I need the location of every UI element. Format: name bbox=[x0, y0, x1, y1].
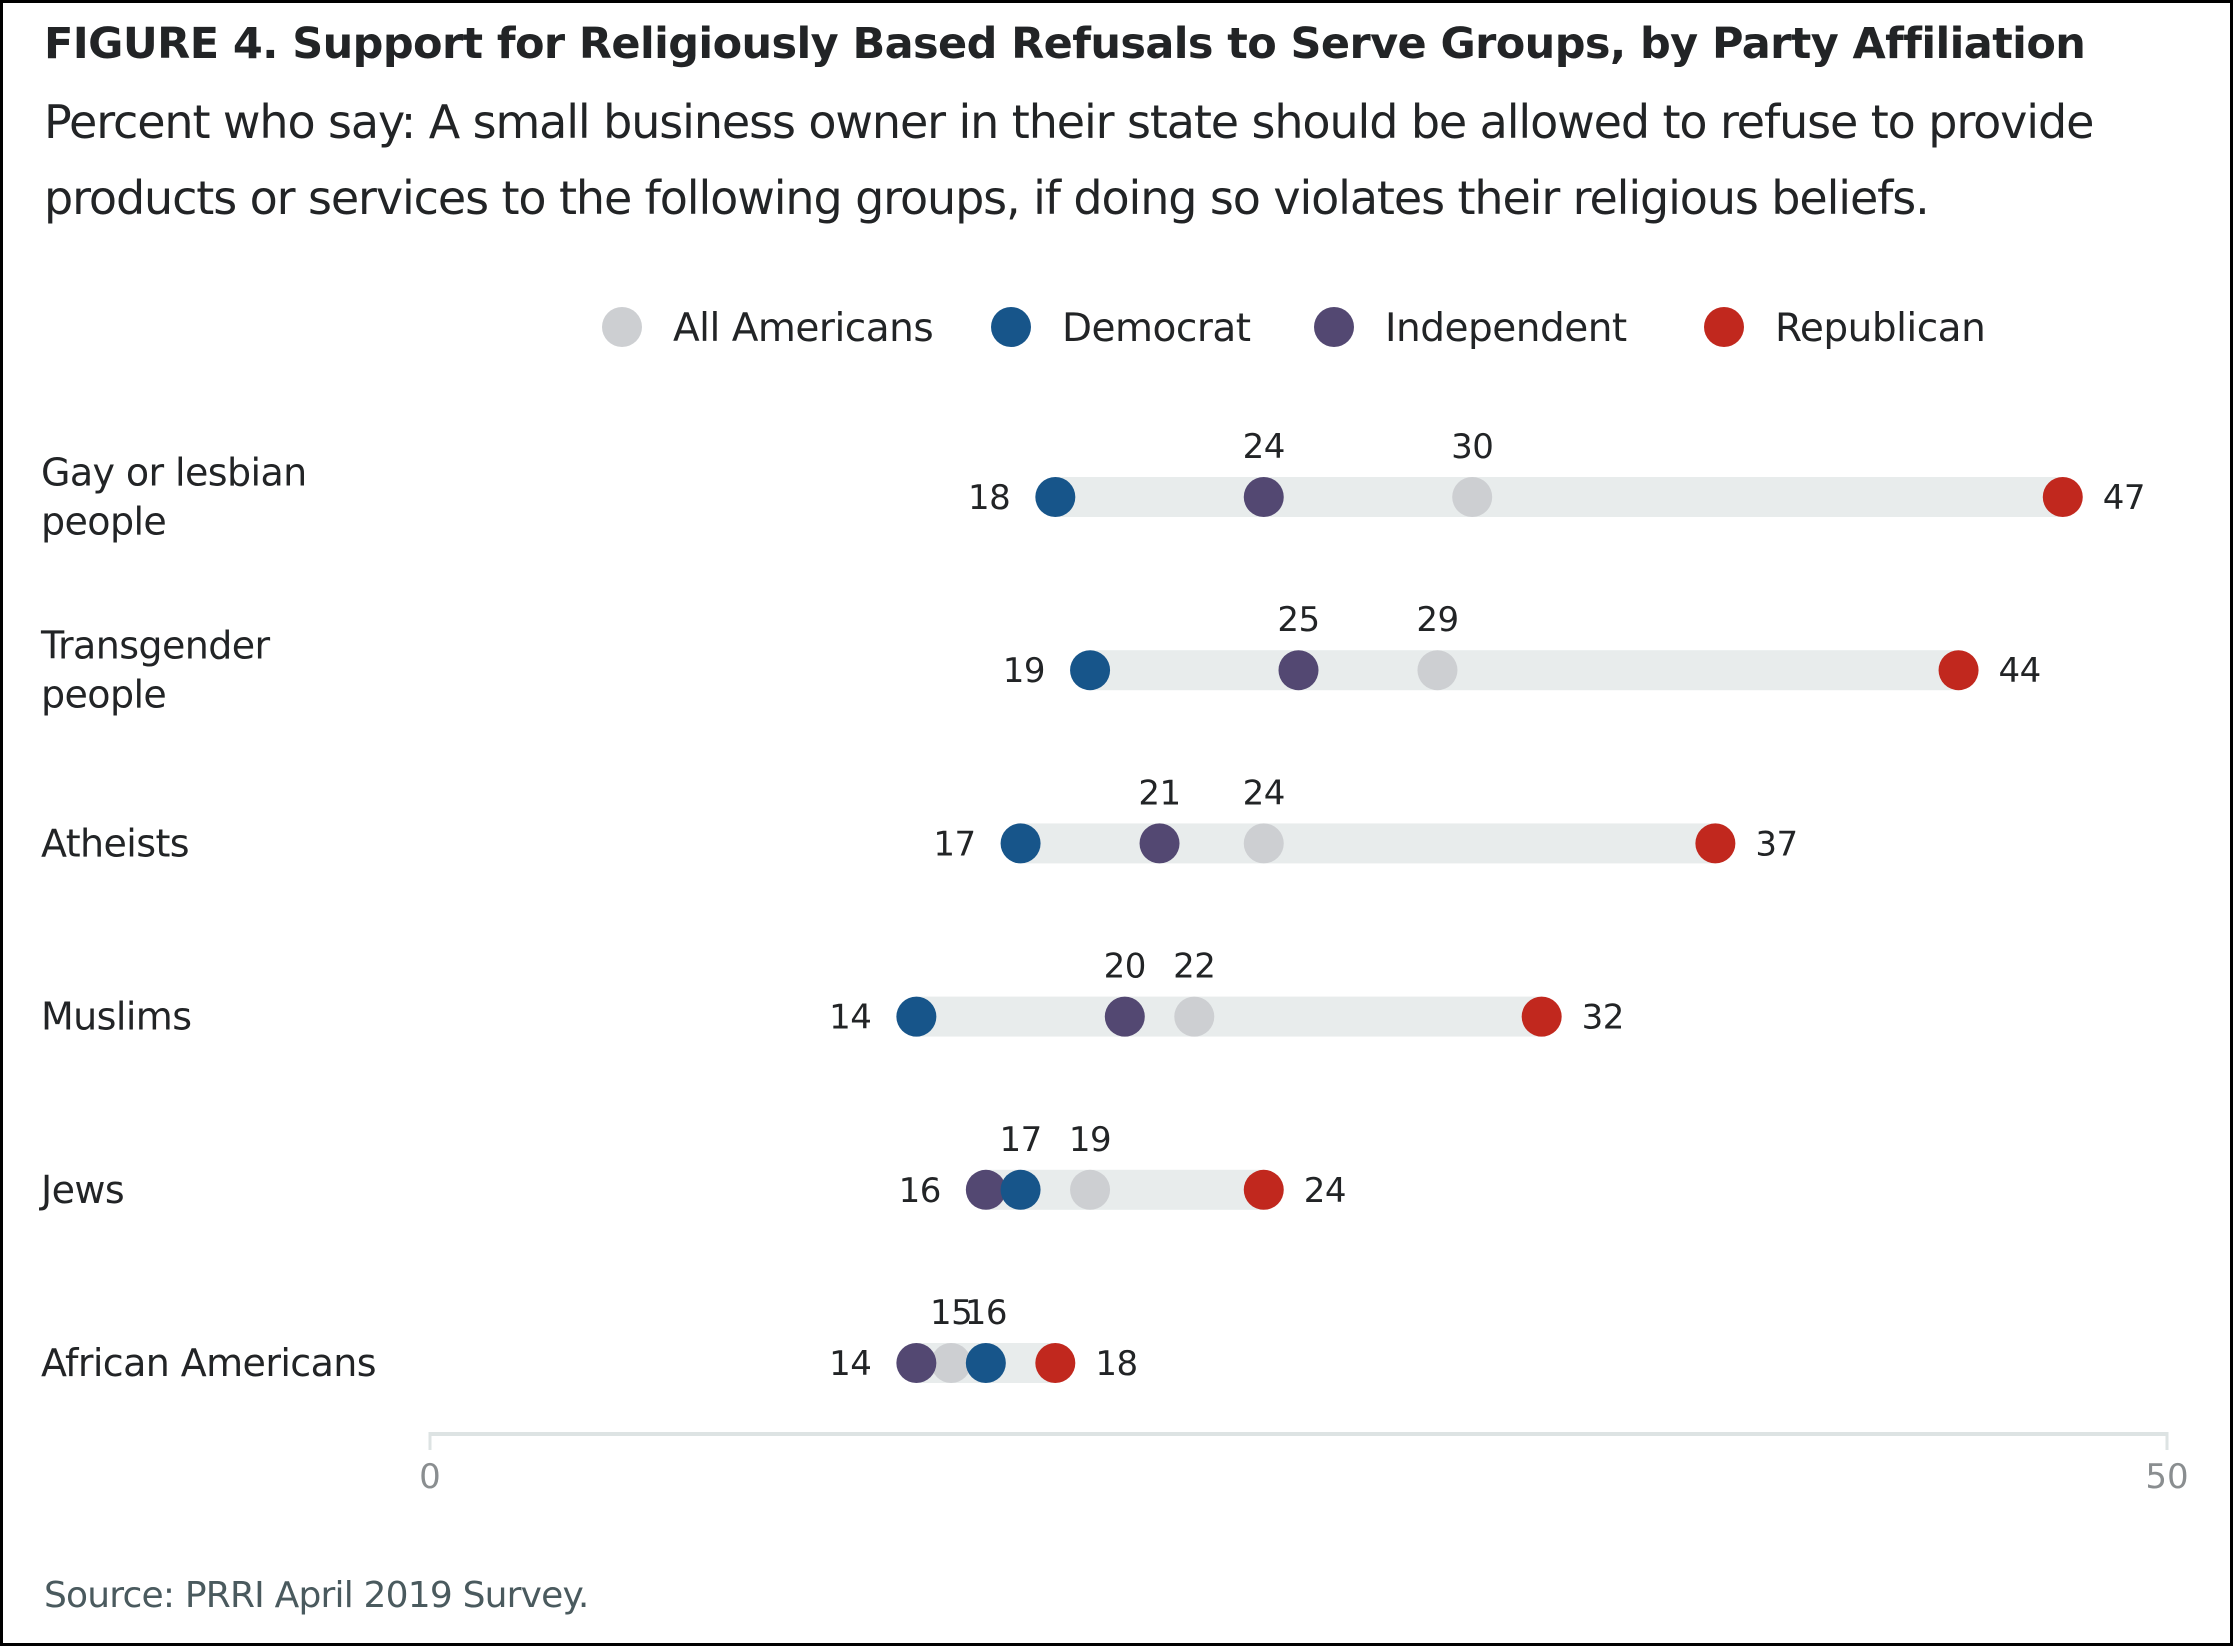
chart-title: FIGURE 4. Support for Religiously Based … bbox=[44, 19, 2086, 69]
dot-rep bbox=[1243, 1169, 1284, 1210]
range-bar bbox=[1090, 650, 1959, 691]
chart-row: Jews 16 17 19 24 bbox=[39, 1120, 1347, 1212]
dot-range-chart: All Americans Democrat Independent Republic… bbox=[39, 306, 2189, 1497]
chart-row: Muslims 14 20 22 32 bbox=[41, 947, 1624, 1039]
source-note: Source: PRRI April 2019 Survey. bbox=[44, 1575, 589, 1616]
value-label-ind: 20 bbox=[1104, 947, 1146, 987]
value-label-ind: 16 bbox=[899, 1171, 941, 1211]
dot-ind bbox=[896, 1343, 937, 1383]
dot-all bbox=[1070, 1169, 1111, 1210]
range-bar bbox=[1055, 477, 2063, 517]
value-label-all: 30 bbox=[1451, 427, 1493, 467]
dot-dem bbox=[1035, 477, 1076, 517]
value-label-all: 15 bbox=[930, 1293, 972, 1333]
dot-ind bbox=[1104, 996, 1145, 1037]
dot-dem bbox=[1000, 1169, 1041, 1210]
row-label: Transgender people bbox=[40, 624, 271, 717]
value-label-rep: 37 bbox=[1755, 824, 1797, 864]
dot-rep bbox=[1695, 823, 1736, 864]
value-label-rep: 47 bbox=[2103, 478, 2145, 518]
value-label-dem: 16 bbox=[965, 1293, 1007, 1333]
legend-swatch-ind bbox=[1314, 307, 1354, 347]
range-bar bbox=[916, 996, 1542, 1037]
legend-label-rep: Republican bbox=[1775, 306, 1985, 351]
value-label-all: 19 bbox=[1069, 1120, 1111, 1160]
dot-dem bbox=[896, 996, 937, 1037]
value-label-ind: 21 bbox=[1138, 773, 1180, 813]
dot-ind bbox=[965, 1169, 1006, 1210]
dot-all bbox=[931, 1343, 972, 1383]
value-label-all: 24 bbox=[1243, 773, 1285, 813]
dot-rep bbox=[1035, 1343, 1076, 1383]
legend-label-dem: Democrat bbox=[1062, 306, 1251, 351]
dot-ind bbox=[1278, 650, 1319, 691]
value-label-ind: 25 bbox=[1277, 600, 1319, 640]
chart-subtitle-line-1: Percent who say: A small business owner … bbox=[44, 95, 2094, 149]
dot-rep bbox=[1938, 650, 1979, 691]
row-label: Jews bbox=[39, 1168, 124, 1212]
chart-row: Gay or lesbian people 18 24 30 47 bbox=[41, 427, 2146, 544]
chart-rows: Gay or lesbian people 18 24 30 47 Transgender p… bbox=[39, 427, 2146, 1385]
chart-row: Transgender people 19 25 29 44 bbox=[40, 600, 2041, 717]
value-label-rep: 18 bbox=[1095, 1344, 1137, 1384]
axis-tick-label: 50 bbox=[2145, 1457, 2188, 1497]
row-label: Atheists bbox=[41, 821, 189, 865]
value-label-dem: 18 bbox=[968, 478, 1010, 518]
value-label-ind: 14 bbox=[829, 1344, 871, 1384]
legend-swatch-all bbox=[602, 307, 642, 347]
dot-all bbox=[1243, 823, 1284, 864]
row-label: African Americans bbox=[41, 1341, 376, 1385]
row-label: Gay or lesbian people bbox=[41, 451, 307, 544]
dot-rep bbox=[1521, 996, 1562, 1037]
legend-label-all: All Americans bbox=[673, 306, 933, 351]
legend-swatch-dem bbox=[991, 307, 1031, 347]
legend-label-ind: Independent bbox=[1385, 306, 1627, 351]
legend: All Americans Democrat Independent Republic… bbox=[602, 306, 1986, 351]
dot-ind bbox=[1243, 477, 1284, 517]
value-label-rep: 44 bbox=[1999, 651, 2041, 691]
dot-all bbox=[1417, 650, 1458, 691]
dot-dem bbox=[1070, 650, 1111, 691]
chart-subtitle-line-2: products or services to the following gr… bbox=[44, 171, 1930, 225]
dot-all bbox=[1174, 996, 1215, 1037]
range-bar bbox=[1020, 823, 1716, 864]
value-label-ind: 24 bbox=[1243, 427, 1285, 467]
chart-row: Atheists 17 21 24 37 bbox=[41, 773, 1798, 865]
value-label-rep: 32 bbox=[1582, 998, 1624, 1038]
dot-all bbox=[1452, 477, 1493, 517]
value-label-rep: 24 bbox=[1304, 1171, 1346, 1211]
value-label-dem: 17 bbox=[999, 1120, 1041, 1160]
dot-ind bbox=[1139, 823, 1180, 864]
value-label-dem: 17 bbox=[933, 824, 975, 864]
legend-swatch-rep bbox=[1704, 307, 1744, 347]
row-label: Muslims bbox=[41, 995, 191, 1039]
value-label-dem: 19 bbox=[1003, 651, 1045, 691]
dot-dem bbox=[965, 1343, 1006, 1383]
value-label-all: 22 bbox=[1173, 947, 1215, 987]
value-label-dem: 14 bbox=[829, 998, 871, 1038]
axis-tick-label: 0 bbox=[419, 1457, 441, 1497]
x-axis: 0 50 bbox=[419, 1432, 2189, 1497]
value-label-all: 29 bbox=[1416, 600, 1458, 640]
dot-dem bbox=[1000, 823, 1041, 864]
dot-rep bbox=[2042, 477, 2083, 517]
